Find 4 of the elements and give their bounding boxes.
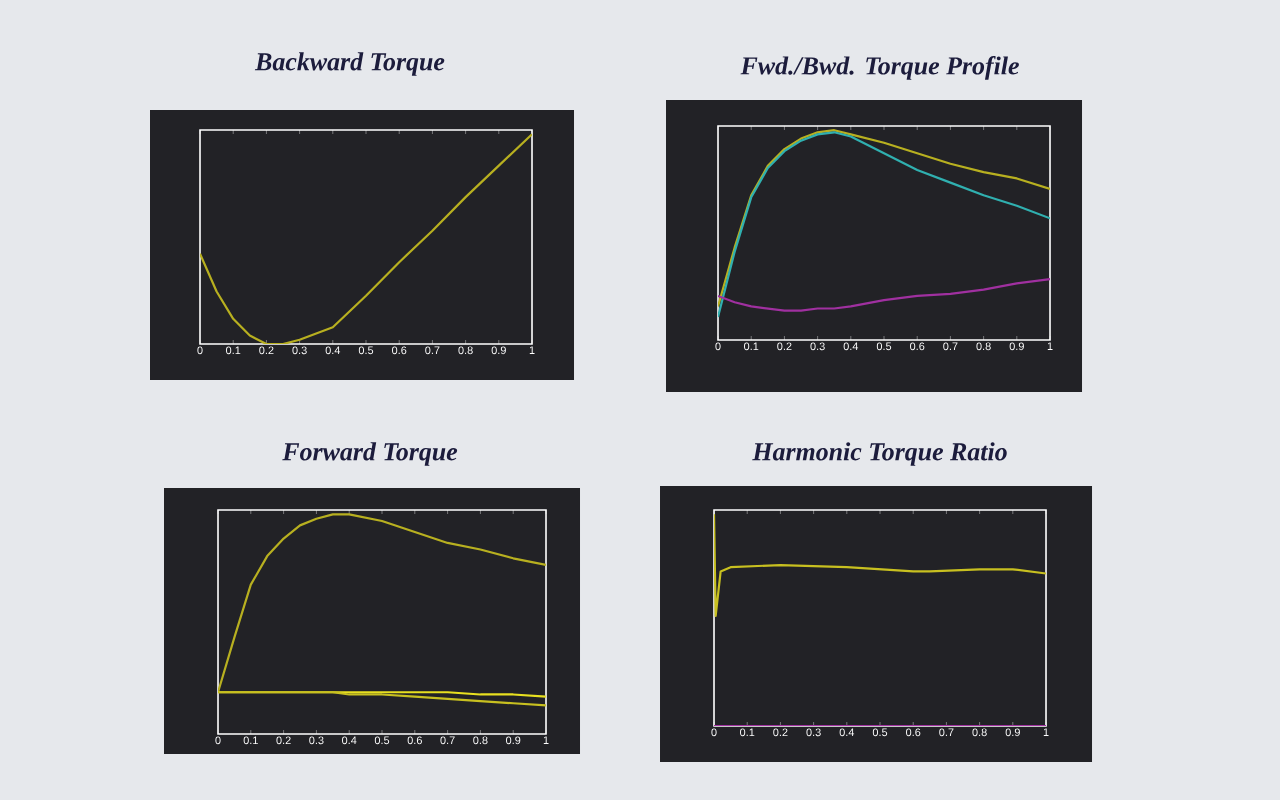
- chart-title: Fwd./Bwd. Torque Profile: [740, 56, 1019, 80]
- chart-title: Backward Torque: [254, 52, 445, 76]
- chart-title: Harmonic Torque Ratio: [752, 442, 1007, 466]
- chart-title: Forward Torque: [282, 442, 458, 466]
